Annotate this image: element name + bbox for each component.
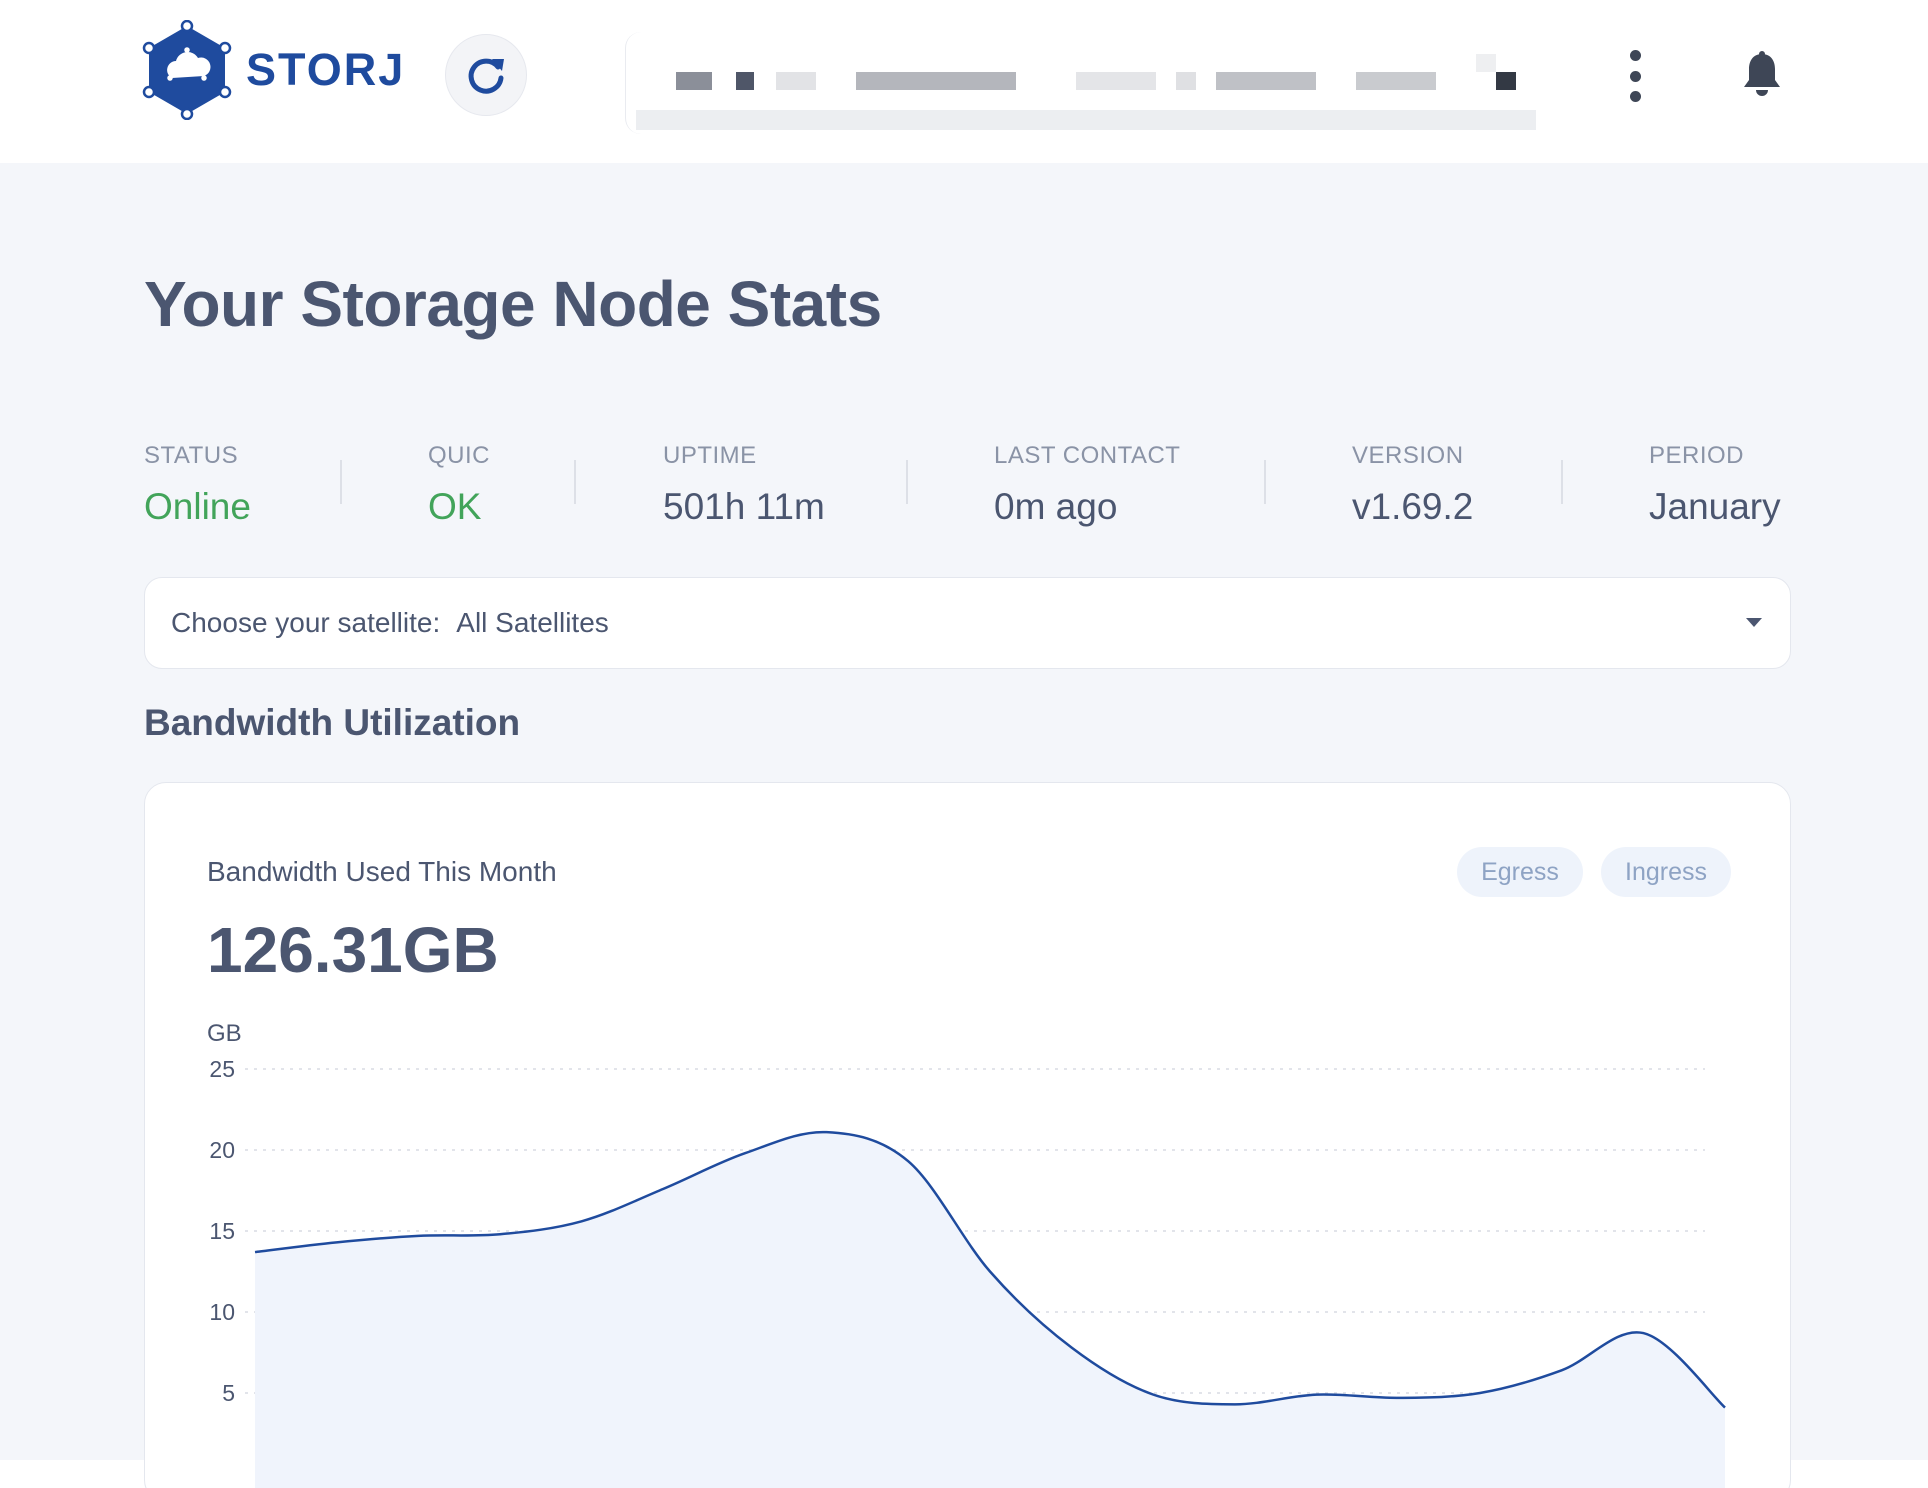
bandwidth-card: Bandwidth Used This Month 126.31GB Egres… [144,782,1791,1488]
kebab-dot-icon [1629,91,1641,102]
bandwidth-line [254,1130,1726,1409]
stat-status: STATUS Online [144,442,251,528]
data-point[interactable] [1641,1331,1645,1335]
satellite-select[interactable]: Choose your satellite: All Satellites [144,577,1791,669]
data-point[interactable] [580,1219,584,1223]
main-content: Your Storage Node Stats STATUS Online QU… [0,163,1928,1488]
data-point[interactable] [661,1187,665,1191]
ingress-toggle[interactable]: Ingress [1601,847,1731,897]
storj-logo[interactable]: STORJ [142,20,405,120]
notifications-button[interactable] [1740,50,1784,105]
data-point[interactable] [1723,1406,1727,1410]
stat-label: UPTIME [663,442,757,469]
stat-value: Online [144,486,251,527]
y-tick-label: 15 [209,1218,235,1244]
data-point[interactable] [253,1250,257,1254]
stat-label: STATUS [144,442,239,469]
y-tick-label: 20 [209,1137,235,1163]
refresh-button[interactable] [445,34,527,116]
chevron-down-icon [1746,618,1762,627]
data-point[interactable] [498,1232,502,1236]
data-point[interactable] [988,1270,992,1274]
y-tick-label: 25 [209,1056,235,1082]
top-header: STORJ [0,0,1928,163]
stat-value: January [1649,486,1781,527]
stat-value: 501h 11m [663,486,825,527]
data-point[interactable] [1070,1346,1074,1350]
kebab-dot-icon [1629,70,1641,82]
stat-divider [1561,460,1563,504]
data-point[interactable] [1233,1402,1237,1406]
data-point[interactable] [1478,1391,1482,1395]
bell-icon [1744,51,1780,96]
satellite-select-label: Choose your satellite: [171,607,441,638]
page-title: Your Storage Node Stats [144,268,882,340]
data-point[interactable] [1560,1368,1564,1372]
stat-divider [340,460,342,504]
data-point[interactable] [743,1151,747,1155]
stat-value: v1.69.2 [1352,486,1474,527]
more-menu-button[interactable] [1620,46,1650,106]
node-id-masked[interactable] [625,32,1555,134]
y-tick-label: 5 [222,1380,235,1406]
bandwidth-section-title: Bandwidth Utilization [144,702,521,743]
data-point[interactable] [1396,1396,1400,1400]
data-point[interactable] [1315,1393,1319,1397]
stat-value: OK [428,486,482,527]
stat-last-contact: LAST CONTACT 0m ago [994,442,1180,528]
storj-logo-icon [142,20,232,120]
bandwidth-card-title: Bandwidth Used This Month [207,856,557,887]
logo-text: STORJ [246,44,406,95]
node-stats-row: STATUS Online QUIC OK UPTIME 501h 11m LA… [144,442,1789,542]
stat-period: PERIOD January [1649,442,1781,528]
data-point[interactable] [416,1234,420,1238]
bandwidth-area [255,1132,1725,1488]
stat-label: VERSION [1352,442,1464,469]
data-point[interactable] [335,1240,339,1244]
stat-label: QUIC [428,442,490,469]
satellite-select-value: All Satellites [456,607,609,638]
stat-version: VERSION v1.69.2 [1352,442,1473,528]
y-tick-label: 10 [209,1299,235,1325]
stat-label: PERIOD [1649,442,1745,469]
bandwidth-total: 126.31GB [207,914,499,986]
data-point[interactable] [825,1130,829,1134]
data-point[interactable] [1151,1393,1155,1397]
y-axis-label: GB [207,1020,242,1047]
stat-value: 0m ago [994,486,1118,527]
kebab-dot-icon [1629,50,1641,61]
stat-label: LAST CONTACT [994,442,1181,469]
egress-toggle[interactable]: Egress [1457,847,1583,897]
stat-divider [574,460,576,504]
stat-divider [1264,460,1266,504]
data-point[interactable] [906,1159,910,1163]
refresh-icon [468,58,504,94]
stat-divider [906,460,908,504]
bandwidth-chart: GB 5 10 15 20 25 [207,1020,1727,1488]
stat-quic: QUIC OK [428,442,490,528]
stat-uptime: UPTIME 501h 11m [663,442,825,528]
